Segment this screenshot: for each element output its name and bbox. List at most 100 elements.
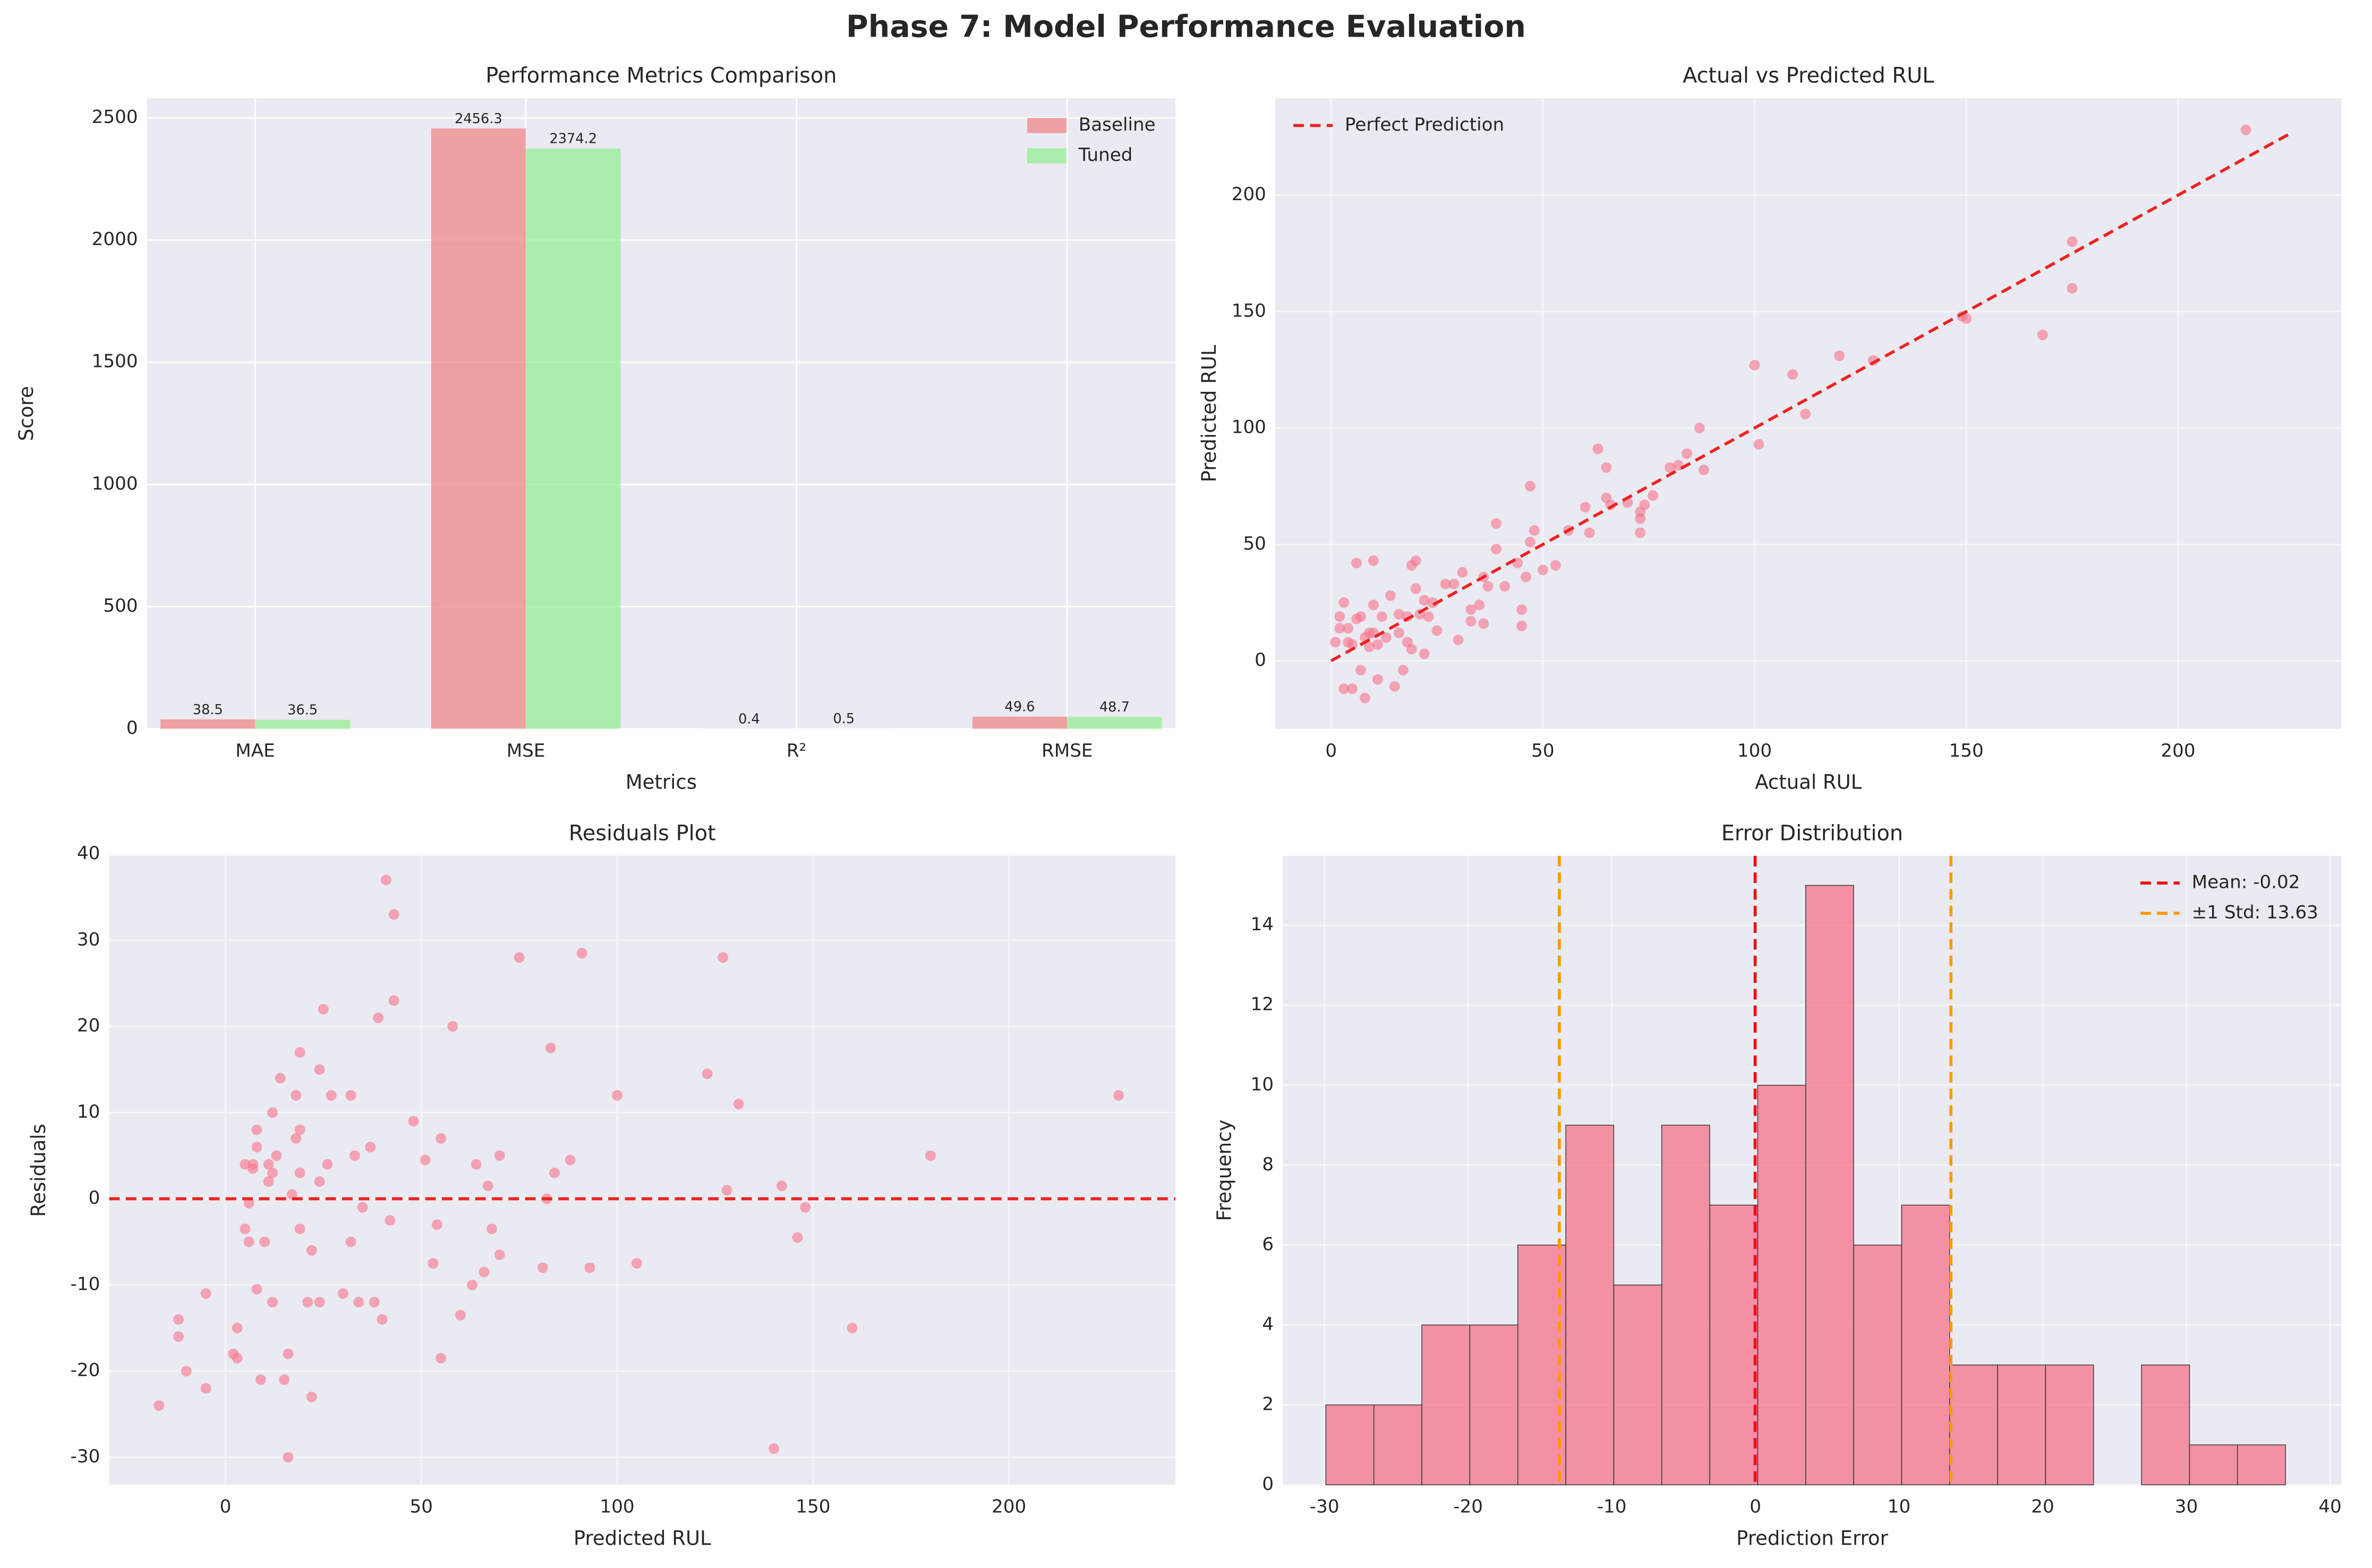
scatter-point <box>251 1142 262 1153</box>
x-tick-label: 50 <box>1531 740 1554 761</box>
plot-area <box>147 98 1176 729</box>
scatter-point <box>1347 683 1358 695</box>
y-tick-label: 2 <box>1262 1393 1274 1415</box>
scatter-point <box>1338 683 1350 695</box>
scatter-point <box>243 1197 254 1209</box>
histogram-bar <box>1949 1364 1998 1486</box>
y-tick-label: 40 <box>77 843 100 864</box>
scatter-point <box>436 1133 447 1144</box>
scatter-point <box>283 1452 294 1463</box>
scatter-point <box>271 1150 282 1161</box>
scatter-point <box>1343 623 1354 634</box>
x-tick-label: 200 <box>992 1496 1026 1518</box>
scatter-point <box>232 1352 243 1364</box>
axes-title: Residuals Plot <box>569 821 716 845</box>
histogram-bar <box>1757 1085 1806 1486</box>
scatter-point <box>345 1236 356 1247</box>
scatter-point <box>721 1185 732 1196</box>
scatter-point <box>255 1374 266 1385</box>
x-tick-label: 150 <box>1949 740 1984 761</box>
scatter-point <box>420 1154 431 1166</box>
scatter-point <box>240 1223 251 1235</box>
scatter-point <box>1385 590 1396 601</box>
axes-title: Error Distribution <box>1721 821 1903 845</box>
scatter-point <box>153 1400 165 1411</box>
scatter-point <box>345 1090 356 1101</box>
bar-value-label: 49.6 <box>1005 699 1035 715</box>
scatter-point <box>769 1443 780 1454</box>
scatter-point <box>1478 618 1489 629</box>
y-tick-label: 0 <box>1255 649 1266 671</box>
scatter-point <box>545 1042 556 1053</box>
scatter-point <box>369 1297 380 1308</box>
x-tick-label: 0 <box>1325 740 1337 761</box>
scatter-point <box>487 1223 498 1235</box>
scatter-point <box>263 1176 274 1187</box>
scatter-point <box>1537 564 1548 576</box>
y-tick-label: 4 <box>1262 1314 1274 1335</box>
scatter-point <box>302 1297 313 1308</box>
legend-swatch <box>1027 118 1067 133</box>
y-axis-label: Predicted RUL <box>1198 345 1221 482</box>
scatter-point <box>408 1116 419 1127</box>
histogram-bar <box>2141 1364 2190 1486</box>
scatter-point <box>537 1262 548 1273</box>
scatter-point <box>1584 527 1595 538</box>
y-tick-label: 1500 <box>92 351 138 372</box>
scatter-point <box>294 1047 305 1058</box>
scatter-point <box>1457 567 1468 578</box>
scatter-point <box>232 1323 243 1334</box>
scatter-point <box>702 1068 713 1079</box>
legend-swatch <box>1027 148 1067 164</box>
scatter-point <box>2067 282 2078 294</box>
histogram-bar <box>1613 1284 1662 1486</box>
scatter-point <box>243 1236 254 1247</box>
histogram-bar <box>1565 1125 1615 1486</box>
histogram-bar <box>2237 1444 2286 1486</box>
scatter-point <box>1338 597 1350 608</box>
bar-value-label: 38.5 <box>193 702 223 718</box>
y-tick-label: 14 <box>1251 914 1274 935</box>
scatter-point <box>173 1331 184 1342</box>
histogram-bar <box>1853 1245 1902 1486</box>
scatter-point <box>385 1215 396 1226</box>
scatter-point <box>267 1107 278 1118</box>
scatter-point <box>1499 581 1511 592</box>
legend-label: Perfect Prediction <box>1345 114 1504 135</box>
scatter-point <box>431 1219 442 1230</box>
x-tick-label: 30 <box>2175 1496 2198 1518</box>
y-tick-label: 50 <box>1243 533 1266 554</box>
y-tick-label: 200 <box>1232 184 1266 205</box>
scatter-point <box>428 1258 439 1269</box>
y-tick-label: -10 <box>71 1273 100 1295</box>
axes-title: Actual vs Predicted RUL <box>1683 64 1934 88</box>
scatter-point <box>263 1159 274 1170</box>
scatter-point <box>377 1314 388 1325</box>
scatter-point <box>1423 611 1434 622</box>
scatter-point <box>291 1133 302 1144</box>
scatter-point <box>471 1159 482 1170</box>
scatter-point <box>1334 611 1345 622</box>
scatter-point <box>314 1064 325 1075</box>
scatter-point <box>291 1090 302 1101</box>
x-tick-label: 0 <box>220 1496 232 1518</box>
x-tick-label: 50 <box>410 1496 433 1518</box>
scatter-point <box>314 1176 325 1187</box>
bar-value-label: 2374.2 <box>549 131 597 147</box>
scatter-point <box>1753 439 1764 450</box>
y-tick-label: 0 <box>1262 1473 1274 1495</box>
scatter-point <box>1648 490 1659 501</box>
scatter-point <box>631 1258 642 1269</box>
scatter-point <box>1834 350 1845 362</box>
scatter-point <box>482 1180 493 1192</box>
histogram-bar <box>1901 1204 1950 1486</box>
scatter-point <box>388 995 399 1006</box>
y-axis-label: Residuals <box>27 1124 50 1217</box>
y-axis-label: Score <box>15 386 38 441</box>
bar-value-label: 2456.3 <box>455 111 502 127</box>
y-tick-label: 10 <box>1251 1074 1274 1095</box>
scatter-point <box>173 1314 184 1325</box>
y-tick-label: 30 <box>77 929 100 950</box>
histogram-bar <box>1661 1125 1710 1486</box>
scatter-point <box>326 1090 337 1101</box>
